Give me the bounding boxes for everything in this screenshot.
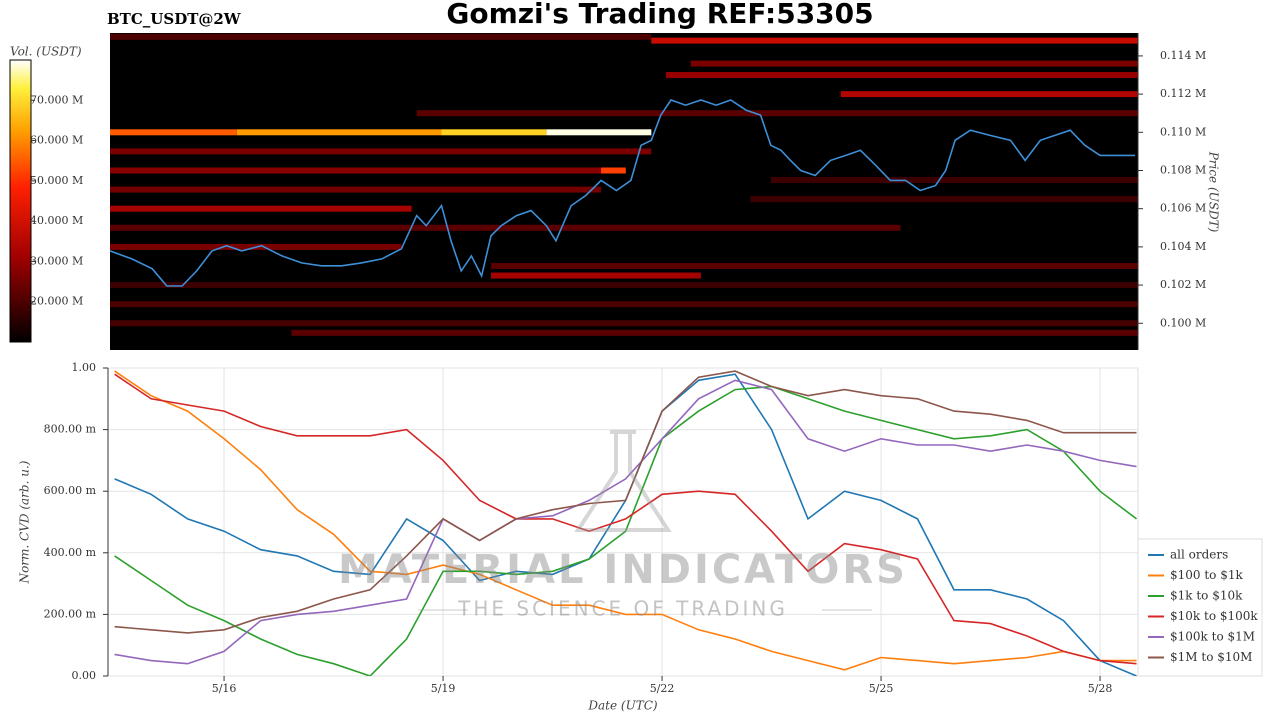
colorbar-label: Vol. (USDT) [10,45,82,59]
cvd-line [114,373,1137,665]
heatmap-cell [110,205,412,212]
legend-box [1137,538,1263,677]
legend-label: $1k to $10k [1170,589,1243,603]
watermark-icon [574,430,672,532]
cvd-line [114,370,1137,634]
watermark-title: MATERIAL INDICATORS [338,547,908,593]
legend-label: $10k to $100k [1170,609,1258,623]
heatmap-cell [770,177,1138,184]
colorbar-tick-label: 50.000 M [30,174,83,187]
legend-label: $1M to $10M [1170,650,1252,664]
heatmap-cell [690,60,1138,67]
heatmap-cell [651,37,1138,44]
heatmap-cell [110,320,1138,327]
y-tick-label: 800.00 m [44,423,97,436]
heatmap-cell [110,282,1138,289]
legend-label: $100k to $1M [1170,630,1255,644]
heatmap-cell [441,129,547,136]
heatmap-cell [601,167,626,174]
legend-label: $100 to $1k [1170,568,1243,582]
price-line [110,99,1136,287]
heatmap-cell [110,33,652,40]
colorbar-tick-label: 60.000 M [30,134,83,147]
legend: all orders $100 to $1k $1k to $10k $10k to … [1137,538,1263,677]
chart-subtitle: BTC_USDT@2W [107,10,242,28]
x-tick-label: 5/25 [869,682,894,695]
cvd-line [114,370,1137,671]
colorbar-tick-label: 70.000 M [30,93,83,106]
colorbar [9,59,32,343]
plot-area [107,367,1139,677]
y-tick-label: 0.110 M [1160,125,1206,138]
x-tick-label: 5/19 [431,682,456,695]
y-tick-label: 0.114 M [1160,49,1206,62]
y-tick-label: 400.00 m [44,546,97,559]
y-axis-label: Norm. CVD (arb. u.) [18,460,32,584]
cvd-line [114,385,1137,676]
colorbar-tick-label: 30.000 M [30,254,83,267]
y-tick-label: 0.108 M [1160,163,1206,176]
grid [108,367,1138,677]
heatmap-cell [546,129,652,136]
y-tick-label: 200.00 m [44,607,97,620]
y-tick-label: 0.106 M [1160,202,1206,215]
x-tick-label: 5/16 [212,682,237,695]
heatmap-cell [665,72,1138,79]
y-tick-label: 0.104 M [1160,240,1206,253]
heatmap-cell [491,262,1138,269]
heatmap-cell [110,167,621,174]
watermark-subtitle: THE SCIENCE OF TRADING [457,597,788,621]
cvd-line [114,379,1137,665]
chart-title: Gomzi's Trading REF:53305 [446,0,873,30]
y-axis-label: Price (USDT) [1207,151,1221,233]
y-tick-label: 600.00 m [44,484,97,497]
heatmap-cell [416,110,1138,117]
x-tick-label: 5/28 [1088,682,1113,695]
heatmap-cell [110,224,901,231]
x-tick-label: 5/22 [650,682,675,695]
lines [114,370,1137,676]
y-tick-label: 0.102 M [1160,278,1206,291]
heatmap [110,33,1138,336]
heatmap-cell [110,301,1138,308]
heatmap-cell [750,196,1138,203]
y-tick-label: 0.00 [72,669,97,682]
heatmap-cell [110,129,237,136]
y-tick-label: 0.100 M [1160,316,1206,329]
watermark: MATERIAL INDICATORS THE SCIENCE OF TRADI… [338,430,908,621]
heatmap-cell [291,329,1138,336]
heatmap-cell [840,91,1138,98]
heatmap-cell [110,186,602,193]
heatmap-cell [110,148,652,155]
legend-label: all orders [1170,548,1228,562]
heatmap-cell [236,129,442,136]
x-axis-label: Date (UTC) [587,699,657,713]
heatmap-cell [491,272,701,279]
colorbar-tick-label: 20.000 M [30,295,83,308]
colorbar-tick-label: 40.000 M [30,214,83,227]
y-tick-label: 1.00 [72,361,97,374]
y-tick-label: 0.112 M [1160,87,1206,100]
